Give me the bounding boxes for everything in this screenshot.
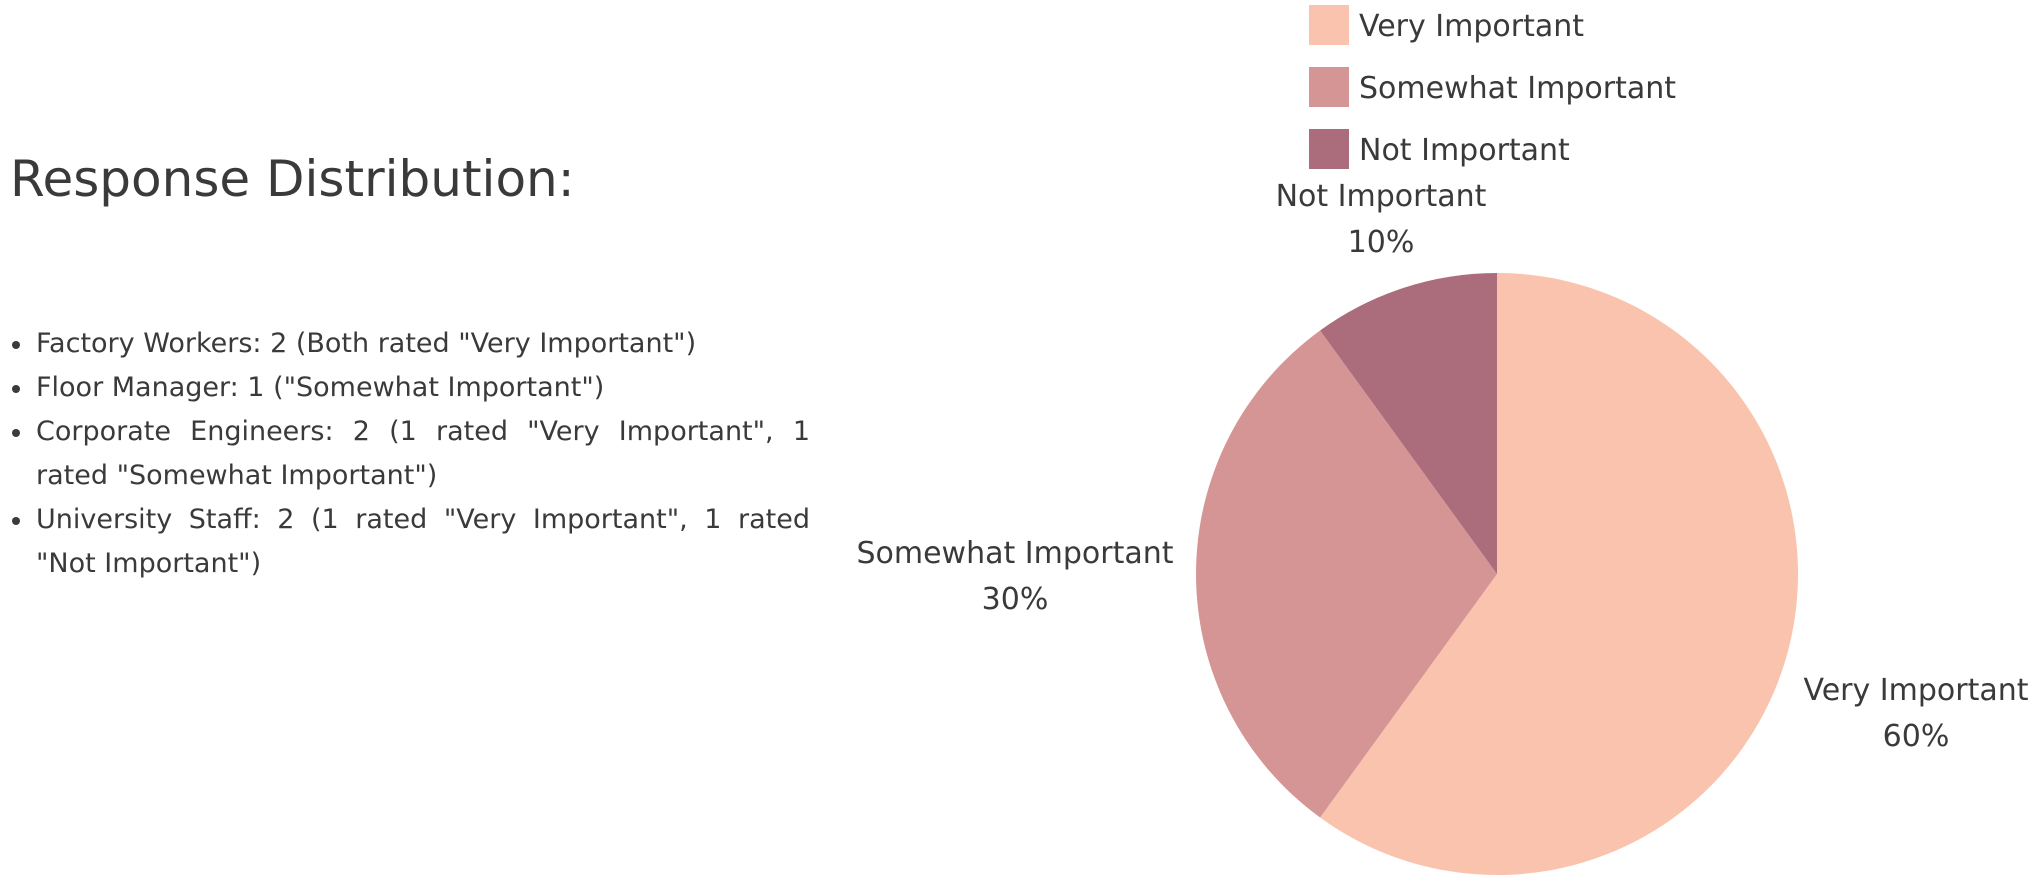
list-item-university-staff: University Staff: 2 (1 rated "Very Impor… — [10, 498, 810, 586]
legend-swatch-very-important — [1309, 5, 1349, 45]
list-item-corporate-engineers: Corporate Engineers: 2 (1 rated "Very Im… — [10, 410, 810, 498]
slice-label-not-important: Not Important — [1276, 179, 1487, 214]
slice-label-somewhat-important: Somewhat Important — [856, 536, 1173, 571]
page-title: Response Distribution: — [10, 150, 575, 208]
pie-slice-very-important — [1320, 273, 1799, 875]
list-item-floor-manager: Floor Manager: 1 ("Somewhat Important") — [10, 366, 810, 410]
slice-value-not-important: 10% — [1348, 225, 1415, 260]
slice-label-very-important: Very Important — [1804, 673, 2029, 708]
list-item-factory-workers: Factory Workers: 2 (Both rated "Very Imp… — [10, 322, 810, 366]
pie-slice-not-important — [1320, 273, 1497, 574]
pie-slice-somewhat-important — [1196, 330, 1497, 818]
pie-slice-labels: Very Important 60% Somewhat Important 30% No… — [856, 179, 2028, 754]
response-list: Factory Workers: 2 (Both rated "Very Imp… — [10, 322, 810, 586]
legend-label-not-important: Not Important — [1359, 133, 1570, 168]
legend-swatch-somewhat-important — [1309, 67, 1349, 107]
slice-value-somewhat-important: 30% — [982, 582, 1049, 617]
slice-value-very-important: 60% — [1883, 719, 1950, 754]
pie-slices — [1196, 273, 1799, 875]
chart-legend: Very Important Somewhat Important Not Impo… — [1309, 5, 1676, 169]
legend-label-somewhat-important: Somewhat Important — [1359, 71, 1676, 106]
legend-swatch-not-important — [1309, 129, 1349, 169]
legend-label-very-important: Very Important — [1359, 9, 1584, 44]
